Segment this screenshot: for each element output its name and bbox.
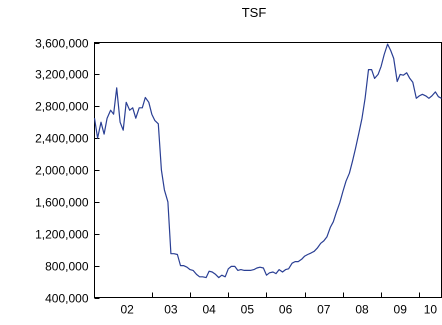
x-tick-label: 06 <box>279 303 293 317</box>
y-axis: 400,000 800,000 1,200,000 1,600,000 2,000,00… <box>35 37 100 306</box>
x-tick-label: 02 <box>120 303 134 317</box>
x-tick-label: 05 <box>241 303 255 317</box>
plot-frame <box>94 42 442 298</box>
y-tick-label: 1,200,000 <box>35 228 89 242</box>
x-tick-label: 04 <box>202 303 216 317</box>
y-tick-label: 2,000,000 <box>35 164 89 178</box>
y-tick-label: 3,200,000 <box>35 68 89 82</box>
x-tick-label: 07 <box>317 303 331 317</box>
series-layer <box>93 43 442 279</box>
y-tick-label: 800,000 <box>45 260 89 274</box>
series-line <box>93 43 442 279</box>
x-tick-label: 08 <box>355 303 369 317</box>
y-tick-label: 2,800,000 <box>35 100 89 114</box>
x-tick-label: 03 <box>164 303 178 317</box>
x-axis: 02 03 04 05 06 07 08 09 10 <box>120 292 438 317</box>
y-tick-label: 400,000 <box>45 292 89 306</box>
y-tick-label: 1,600,000 <box>35 196 89 210</box>
x-tick-label: 09 <box>394 303 408 317</box>
x-tick-label: 10 <box>424 303 438 317</box>
chart-title: TSF <box>242 5 267 20</box>
y-tick-label: 2,400,000 <box>35 132 89 146</box>
y-tick-label: 3,600,000 <box>35 37 89 51</box>
